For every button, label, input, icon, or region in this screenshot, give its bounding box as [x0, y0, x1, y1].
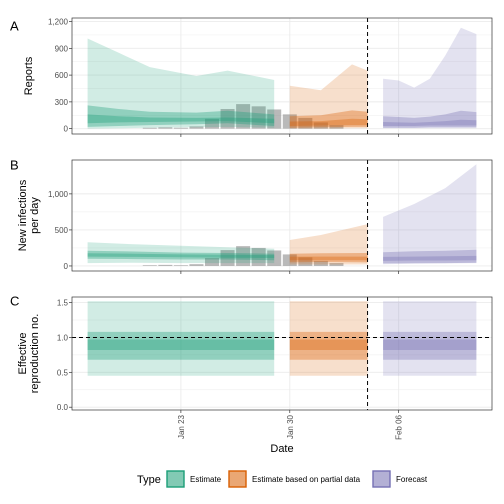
x-tick-label: Jan 30 [286, 414, 295, 439]
ribbon-20 [383, 339, 477, 350]
panel-border [71, 17, 493, 135]
legend-key [228, 470, 247, 488]
ribbon-50 [383, 331, 477, 360]
ribbon-20 [383, 255, 477, 261]
y-tick-label: 900 [55, 44, 69, 53]
y-tick-label: 1,000 [48, 190, 69, 199]
legend: Type Estimate Estimate based on partial da… [137, 470, 428, 488]
observed-bar [298, 117, 313, 129]
x-axis-label: Date [270, 443, 293, 455]
observed-bar [220, 109, 235, 129]
observed-bar [189, 264, 204, 266]
observed-bar [142, 127, 157, 129]
observed-bar [205, 258, 219, 266]
ribbon-20 [87, 114, 275, 124]
ribbon-90 [289, 224, 368, 265]
observed-bar [298, 257, 313, 266]
y-tick-label: 0.0 [57, 403, 69, 412]
observed-bar [313, 122, 328, 129]
ribbon-90 [289, 64, 368, 129]
y-tick-label: 500 [55, 226, 69, 235]
panel-letter: B [10, 158, 19, 173]
y-axis-label: Reports [23, 56, 35, 95]
legend-label: Estimate based on partial data [252, 475, 361, 484]
observed-bar [282, 254, 297, 266]
legend-label: Forecast [396, 475, 428, 484]
legend-title: Type [137, 474, 161, 486]
observed-bar [205, 118, 219, 129]
ribbon-50 [289, 253, 368, 263]
ribbon-90 [87, 301, 275, 376]
ribbon-20 [289, 339, 368, 350]
ribbon-90 [383, 164, 477, 265]
panel-a: 0 300 600 900 1,200 A Reports [10, 17, 493, 137]
ribbon-50 [383, 110, 477, 128]
ribbon-50 [87, 331, 275, 360]
ribbon-20 [383, 119, 477, 126]
y-tick-label: 1,200 [48, 18, 69, 27]
y-tick-label: 600 [55, 71, 69, 80]
ribbon-90 [87, 38, 275, 129]
ribbon-50 [289, 331, 368, 360]
y-axis-label: Effective [17, 333, 29, 375]
observed-bar [267, 250, 282, 266]
panel-border [71, 296, 493, 411]
observed-bar [158, 127, 173, 129]
observed-bar [329, 125, 344, 129]
observed-bar [189, 126, 204, 129]
ribbon-20 [289, 256, 368, 261]
panel-letter: A [10, 19, 19, 34]
y-tick-label: 1.5 [57, 299, 69, 308]
observed-bar [142, 265, 157, 266]
y-axis-label: reproduction no. [29, 314, 41, 394]
observed-bar [251, 106, 266, 129]
observed-bar [329, 263, 344, 266]
ribbon-50 [289, 110, 368, 128]
observed-bar [173, 127, 188, 129]
panel-c: 0.0 0.5 1.0 1.5 C Effective reproduction no. [10, 294, 493, 413]
ribbon-50 [383, 249, 477, 264]
observed-bar [158, 264, 173, 266]
panel-background [72, 160, 492, 271]
ribbon-90 [87, 242, 275, 264]
y-tick-label: 0 [64, 262, 69, 271]
x-axis: Jan 23 Jan 30 Feb 06 Date [177, 414, 404, 455]
ribbon-90 [383, 301, 477, 376]
ribbon-20 [87, 339, 275, 350]
x-tick-label: Feb 06 [395, 414, 404, 439]
y-tick-label: 0 [64, 125, 69, 134]
panel-border [71, 159, 493, 272]
y-axis-label: per day [29, 197, 41, 234]
legend-key [372, 470, 391, 488]
panel-b: 0 500 1,000 B New infections per day [10, 158, 493, 274]
y-axis-label: New infections [17, 179, 29, 251]
y-tick-label: 0.5 [57, 368, 69, 377]
ribbon-90 [383, 27, 477, 129]
observed-bar [236, 246, 251, 266]
legend-key [166, 470, 185, 488]
observed-bar [251, 247, 266, 266]
observed-bar [220, 250, 235, 266]
panel-background [72, 297, 492, 410]
observed-bar [313, 260, 328, 266]
panel-background [72, 18, 492, 134]
observed-bar [173, 265, 188, 266]
y-tick-label: 300 [55, 98, 69, 107]
ribbon-50 [87, 105, 275, 127]
ribbon-90 [289, 301, 368, 376]
observed-bar [236, 104, 251, 129]
legend-label: Estimate [190, 475, 222, 484]
ribbon-20 [87, 253, 275, 258]
x-tick-label: Jan 23 [177, 414, 186, 439]
observed-bar [282, 114, 297, 129]
ribbon-20 [289, 118, 368, 126]
y-tick-label: 1.0 [57, 333, 69, 342]
panel-letter: C [10, 294, 19, 309]
ribbon-50 [87, 250, 275, 261]
observed-bar [267, 109, 282, 129]
